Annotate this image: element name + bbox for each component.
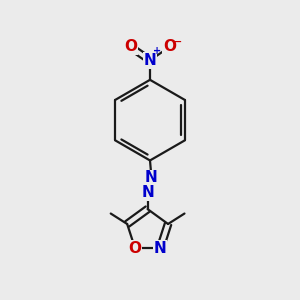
Text: O: O	[163, 40, 176, 55]
Text: N: N	[154, 241, 167, 256]
Text: O: O	[128, 241, 142, 256]
Text: +: +	[153, 46, 161, 56]
Text: −: −	[173, 37, 182, 46]
Text: N: N	[145, 170, 158, 185]
Text: N: N	[141, 185, 154, 200]
Text: O: O	[124, 40, 137, 55]
Text: N: N	[144, 53, 156, 68]
